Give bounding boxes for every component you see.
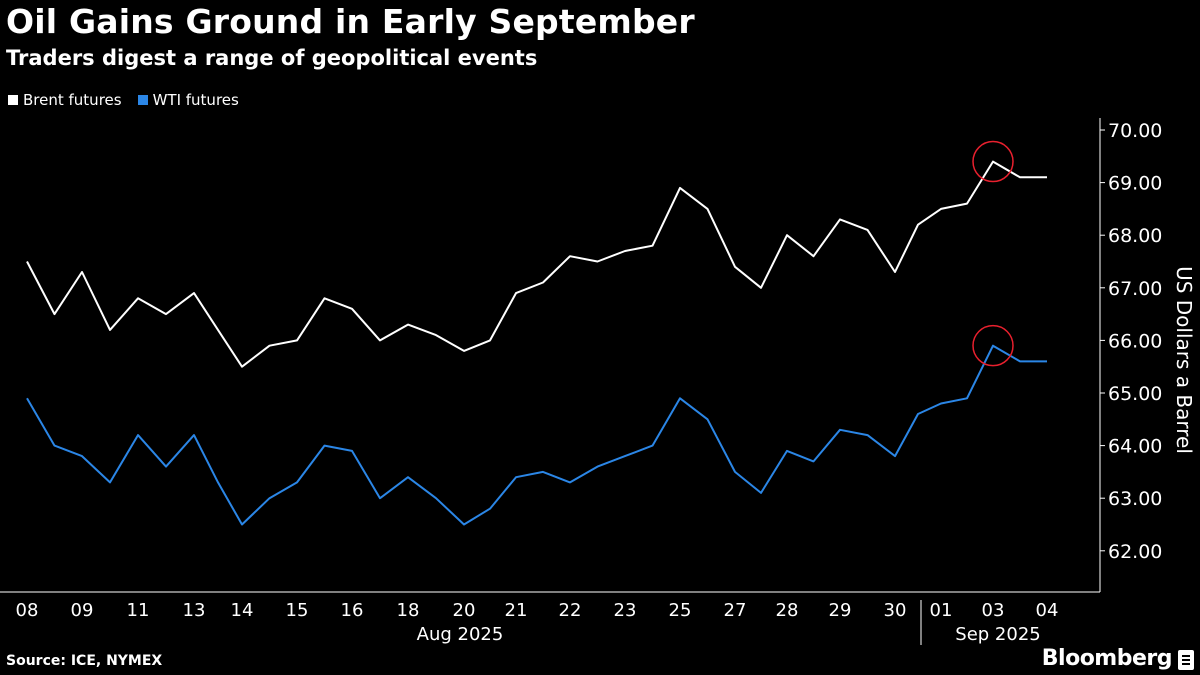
x-tick-label: 20 xyxy=(453,600,476,621)
x-tick-label: 08 xyxy=(16,600,39,621)
x-tick-label: 11 xyxy=(127,600,150,621)
chart-title: Oil Gains Ground in Early September xyxy=(6,2,695,41)
legend-item-brent: Brent futures xyxy=(8,91,122,109)
y-tick-label: 67.00 xyxy=(1108,278,1162,300)
x-tick-label: 03 xyxy=(982,600,1005,621)
legend-swatch-brent xyxy=(8,95,18,105)
x-group-label-sep: Sep 2025 xyxy=(955,624,1040,645)
legend-label-wti: WTI futures xyxy=(152,91,239,109)
bloomberg-logo: Bloomberg xyxy=(1041,646,1173,671)
x-group-label-aug: Aug 2025 xyxy=(417,624,504,645)
x-tick-label: 15 xyxy=(286,600,309,621)
source-note: Source: ICE, NYMEX xyxy=(6,653,163,669)
y-axis-title: US Dollars a Barrel xyxy=(1172,266,1196,454)
x-tick-label: 18 xyxy=(397,600,420,621)
x-tick-label: 29 xyxy=(829,600,852,621)
x-tick-label: 30 xyxy=(884,600,907,621)
x-tick-label: 23 xyxy=(614,600,637,621)
x-tick-label: 22 xyxy=(559,600,582,621)
y-tick-label: 66.00 xyxy=(1108,330,1162,352)
highlight-circle-wti xyxy=(972,324,1014,367)
x-tick-label: 04 xyxy=(1036,600,1059,621)
series-line-wti xyxy=(26,344,1047,526)
y-tick-label: 69.00 xyxy=(1108,173,1162,195)
y-tick-label: 64.00 xyxy=(1108,436,1162,458)
y-tick-label: 62.00 xyxy=(1108,541,1162,563)
series-line-brent xyxy=(26,160,1047,368)
chart-subtitle: Traders digest a range of geopolitical e… xyxy=(6,46,538,70)
legend-label-brent: Brent futures xyxy=(23,91,122,109)
y-tick-label: 70.00 xyxy=(1108,120,1162,142)
legend-swatch-wti xyxy=(137,95,148,105)
x-tick-label: 25 xyxy=(669,600,692,621)
legend-item-wti: WTI futures xyxy=(137,91,239,109)
highlight-circle-brent xyxy=(972,140,1014,183)
x-tick-label: 13 xyxy=(183,600,206,621)
x-tick-label: 28 xyxy=(776,600,799,621)
x-tick-label: 01 xyxy=(930,600,953,621)
legend: Brent futures WTI futures xyxy=(8,91,239,109)
x-tick-label: 21 xyxy=(505,600,528,621)
y-tick-label: 65.00 xyxy=(1108,383,1162,405)
terminal-icon xyxy=(1178,650,1194,670)
x-tick-label: 09 xyxy=(71,600,94,621)
x-tick-label: 27 xyxy=(724,600,747,621)
x-tick-label: 14 xyxy=(231,600,254,621)
y-tick-label: 68.00 xyxy=(1108,225,1162,247)
y-tick-label: 63.00 xyxy=(1108,488,1162,510)
x-tick-label: 16 xyxy=(341,600,364,621)
